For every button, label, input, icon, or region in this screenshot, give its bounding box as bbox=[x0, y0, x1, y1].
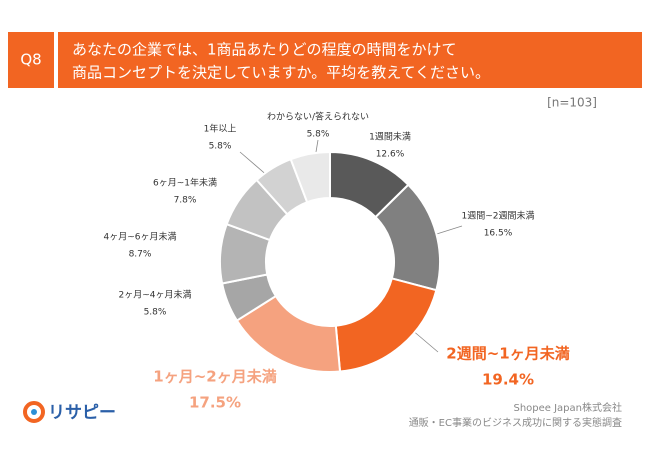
title-banner bbox=[58, 32, 642, 88]
logo: リサピー bbox=[23, 401, 116, 423]
category-label: 1ヶ月~2ヶ月未満 bbox=[153, 368, 276, 386]
logo-text: リサピー bbox=[48, 403, 116, 423]
value-label: 5.8% bbox=[144, 308, 167, 318]
category-label: わからない/答えられない bbox=[267, 111, 369, 123]
value-label: 5.8% bbox=[307, 130, 330, 140]
value-label: 7.8% bbox=[174, 196, 197, 206]
title-line: 商品コンセプトを決定していますか。平均を教えてください。 bbox=[72, 64, 490, 82]
category-label: 6ヶ月~1年未満 bbox=[153, 177, 217, 189]
category-label: 1週間未満 bbox=[369, 131, 411, 143]
category-label: 1年以上 bbox=[204, 123, 237, 135]
footer-survey: 通販・EC事業のビジネス成功に関する実態調査 bbox=[409, 416, 622, 429]
value-label: 8.7% bbox=[129, 250, 152, 260]
category-label: 4ヶ月~6ヶ月未満 bbox=[104, 231, 177, 243]
category-label: 2週間~1ヶ月未満 bbox=[446, 345, 569, 363]
slice bbox=[289, 150, 331, 204]
value-label: 17.5% bbox=[189, 394, 241, 412]
logo-dot bbox=[31, 409, 37, 415]
category-label: 1週間~2週間未満 bbox=[462, 210, 535, 222]
donut bbox=[219, 150, 441, 373]
value-label: 12.6% bbox=[376, 150, 405, 160]
value-label: 5.8% bbox=[209, 142, 232, 152]
question-box bbox=[8, 32, 54, 88]
sample-note: [n=103] bbox=[547, 96, 597, 110]
labels: 1週間未満 12.6% 1週間~2週間未満 16.5% 2週間~1ヶ月未満 19.4% 1ヶ… bbox=[104, 111, 570, 412]
question: Q8 bbox=[20, 51, 41, 69]
category-label: 2ヶ月~4ヶ月未満 bbox=[119, 289, 192, 301]
footer-company: Shopee Japan株式会社 bbox=[513, 401, 622, 414]
value-label: 16.5% bbox=[484, 229, 513, 239]
logo-icon bbox=[23, 401, 45, 423]
value-label: 19.4% bbox=[482, 371, 534, 389]
title-line: あなたの企業では、1商品あたりどの程度の時間をかけて bbox=[72, 41, 457, 59]
